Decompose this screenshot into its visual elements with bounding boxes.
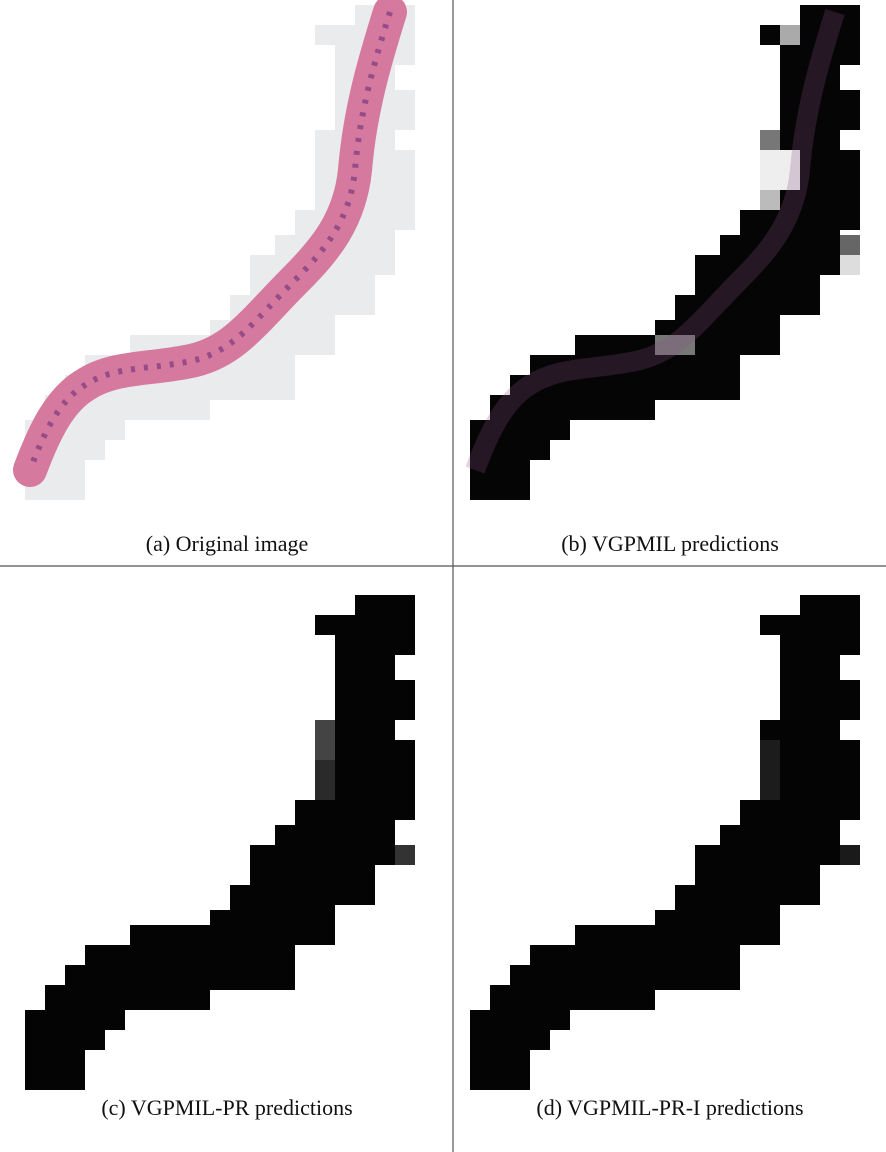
vgpmil-pr-map [25,595,415,1090]
vgpmil-map [470,5,860,500]
caption: (a) Original image [146,531,309,556]
caption: (c) VGPMIL-PR predictions [101,1095,352,1120]
caption: (d) VGPMIL-PR-I predictions [536,1095,803,1120]
caption: (b) VGPMIL predictions [561,531,779,556]
vgpmil-pr-i-map [470,595,860,1090]
figure: (a) Original image (b) VGPMIL prediction… [0,0,886,1152]
original-image [25,5,415,500]
